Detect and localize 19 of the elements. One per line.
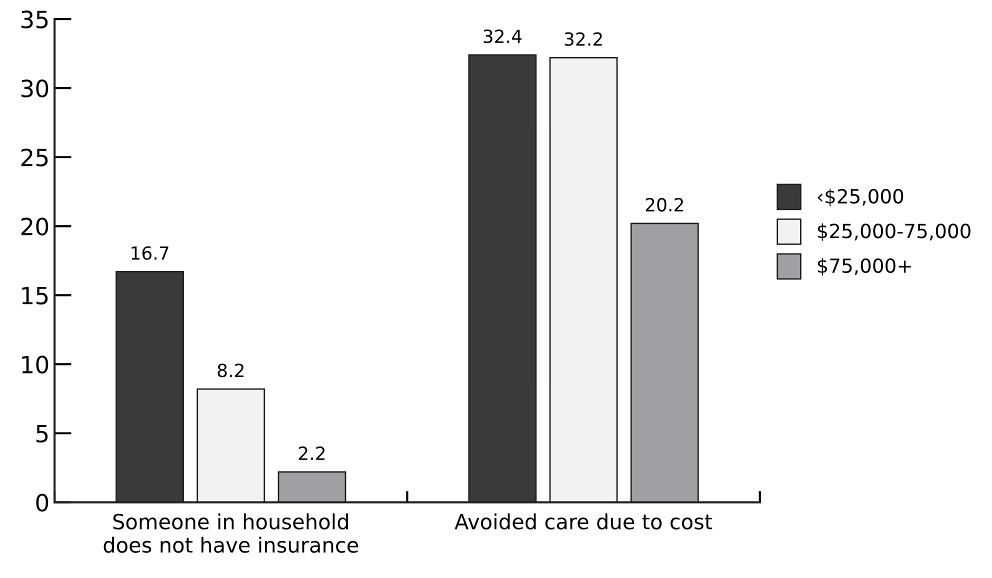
x-tick-label: Avoided care due to cost	[454, 513, 712, 530]
data-label: 16.7	[132, 246, 168, 260]
y-tick-label: 35	[21, 10, 48, 28]
data-label: 8.2	[218, 364, 244, 378]
y-tick-label: 0	[36, 494, 48, 512]
x-tick-label: Someone in household does not have insurance	[104, 513, 358, 553]
legend-label: $25,000-75,000	[818, 223, 970, 241]
y-tick-label: 20	[21, 218, 48, 236]
y-tick-label: 5	[36, 425, 48, 443]
y-tick-label: 10	[22, 356, 48, 374]
data-label: 2.2	[298, 446, 325, 460]
data-label: 20.2	[646, 198, 683, 212]
legend-label: ‹$25,000	[818, 188, 904, 206]
data-label: 32.2	[564, 32, 602, 46]
legend-label: $75,000+	[818, 258, 911, 276]
data-label: 32.4	[484, 29, 522, 44]
y-tick-label: 15	[22, 286, 48, 304]
y-tick-label: 25	[21, 148, 48, 166]
y-tick-label: 30	[21, 80, 48, 98]
